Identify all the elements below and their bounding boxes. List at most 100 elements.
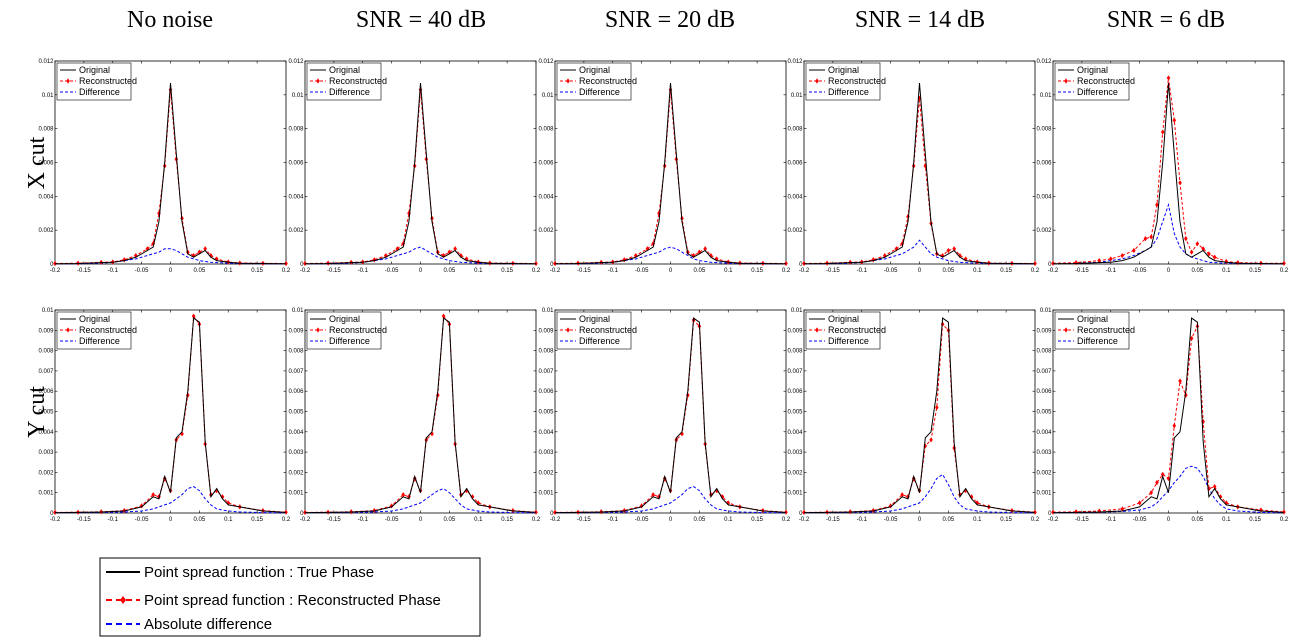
panel-x-cut-col-4: -0.2 -0.15 -0.1 -0.05 0 0.05 0.1 0.15 0.2 0 0.002 0… — [787, 59, 1039, 274]
reconstructed-marker — [401, 241, 405, 247]
figure-legend: Point spread function : True Phase Point… — [99, 557, 481, 637]
panel-legend-marker — [815, 78, 819, 84]
x-tick-label: 0.2 — [1031, 268, 1040, 274]
y-tick-label: 0.002 — [787, 470, 803, 476]
reconstructed-marker — [946, 247, 951, 254]
reconstructed-marker — [459, 252, 463, 259]
x-tick-label: -0.05 — [385, 268, 399, 274]
y-tick-label: 0.002 — [38, 228, 54, 234]
panel-legend-label: Original — [79, 65, 110, 75]
y-tick-label: 0.012 — [38, 59, 54, 65]
x-tick-label: 0.1 — [724, 517, 733, 523]
panel-legend-marker — [815, 327, 819, 333]
reconstructed-marker — [1149, 234, 1153, 240]
y-tick-label: 0.006 — [538, 389, 554, 395]
column-title-3: SNR = 20 dB — [605, 7, 735, 33]
y-tick-label: 0 — [550, 511, 554, 517]
x-tick-label: 0.2 — [782, 268, 791, 274]
x-tick-label: -0.2 — [50, 268, 61, 274]
y-tick-label: 0.003 — [787, 450, 803, 456]
x-tick-label: 0.15 — [501, 268, 513, 274]
y-tick-label: 0.006 — [38, 389, 54, 395]
reconstructed-marker — [145, 246, 150, 252]
series-original-x-cut-col-2 — [304, 82, 537, 265]
panel-legend-label: Difference — [828, 336, 869, 346]
y-tick-label: 0.002 — [538, 470, 554, 476]
panel-legend-marker — [316, 78, 320, 84]
column-title-2: SNR = 40 dB — [356, 7, 486, 33]
x-tick-label: -0.05 — [1133, 268, 1147, 274]
reconstructed-marker — [1172, 423, 1177, 429]
y-tick-label: 0.006 — [288, 161, 304, 167]
reconstructed-marker — [464, 256, 469, 262]
y-tick-label: 0 — [1048, 511, 1052, 517]
x-tick-label: -0.05 — [884, 268, 898, 274]
x-tick-label: -0.05 — [135, 268, 149, 274]
panel-legend-label: Reconstructed — [329, 76, 387, 86]
x-tick-label: -0.15 — [77, 517, 91, 523]
x-tick-label: 0 — [419, 517, 423, 523]
y-tick-label: 0.01 — [1040, 308, 1052, 314]
x-tick-label: -0.15 — [77, 268, 91, 274]
reconstructed-marker — [1155, 202, 1159, 208]
reconstructed-marker — [1224, 500, 1229, 506]
y-tick-label: 0.004 — [538, 430, 554, 436]
x-tick-label: -0.1 — [857, 517, 868, 523]
reconstructed-marker — [226, 500, 231, 506]
y-tick-label: 0.01 — [292, 93, 304, 99]
reconstructed-marker — [180, 431, 184, 437]
reconstructed-marker — [395, 246, 400, 252]
y-tick-label: 0.003 — [1036, 450, 1052, 456]
panel-y-cut-col-5: -0.2 -0.15 -0.1 -0.05 0 0.05 0.1 0.15 0.2 0 0.001 0… — [1036, 308, 1288, 523]
reconstructed-marker — [703, 246, 707, 252]
y-tick-label: 0.008 — [1036, 127, 1052, 133]
x-tick-label: 0 — [419, 268, 423, 274]
reconstructed-marker — [191, 313, 196, 319]
x-tick-label: -0.1 — [108, 268, 119, 274]
x-tick-label: 0.1 — [474, 268, 483, 274]
x-tick-label: 0.2 — [1280, 517, 1289, 523]
y-tick-label: 0.005 — [38, 410, 54, 416]
reconstructed-marker — [401, 492, 405, 498]
x-tick-label: -0.1 — [358, 268, 369, 274]
y-tick-label: 0.01 — [542, 308, 554, 314]
y-tick-label: 0.01 — [42, 308, 54, 314]
x-tick-label: -0.15 — [327, 268, 341, 274]
reconstructed-marker — [151, 241, 155, 247]
reconstructed-marker — [726, 500, 731, 506]
reconstructed-marker — [412, 475, 417, 482]
series-difference-y-cut-col-4 — [803, 473, 1036, 514]
series-reconstructed-y-cut-col-4 — [803, 323, 1036, 513]
reconstructed-marker — [441, 313, 446, 319]
reconstructed-marker — [157, 210, 161, 216]
y-tick-label: 0.006 — [787, 389, 803, 395]
x-tick-label: 0.05 — [943, 268, 955, 274]
panel-legend-marker — [1064, 327, 1068, 333]
y-tick-label: 0 — [50, 262, 54, 268]
x-tick-label: 0.1 — [474, 517, 483, 523]
x-tick-label: -0.05 — [884, 517, 898, 523]
reconstructed-marker — [1108, 256, 1113, 262]
x-tick-label: -0.1 — [608, 268, 619, 274]
reconstructed-marker — [900, 492, 904, 498]
panel-legend-label: Original — [579, 65, 610, 75]
panel-legend-label: Difference — [79, 336, 120, 346]
x-tick-label: -0.1 — [358, 517, 369, 523]
reconstructed-marker — [1207, 251, 1211, 257]
x-tick-label: -0.2 — [1048, 517, 1059, 523]
panel-legend-label: Reconstructed — [79, 76, 137, 86]
reconstructed-marker — [929, 437, 933, 443]
y-tick-label: 0.006 — [538, 161, 554, 167]
reconstructed-marker — [1097, 258, 1101, 264]
panel-x-cut-col-5: -0.2 -0.15 -0.1 -0.05 0 0.05 0.1 0.15 0.2 0 0.002 0… — [1036, 59, 1288, 274]
y-tick-label: 0.005 — [288, 410, 304, 416]
panel-legend-label: Original — [828, 314, 859, 324]
x-tick-label: -0.05 — [135, 517, 149, 523]
panel-legend-marker — [316, 327, 320, 333]
reconstructed-marker — [634, 252, 638, 259]
y-tick-label: 0.002 — [288, 470, 304, 476]
y-tick-label: 0.002 — [1036, 228, 1052, 234]
y-tick-label: 0.002 — [38, 470, 54, 476]
